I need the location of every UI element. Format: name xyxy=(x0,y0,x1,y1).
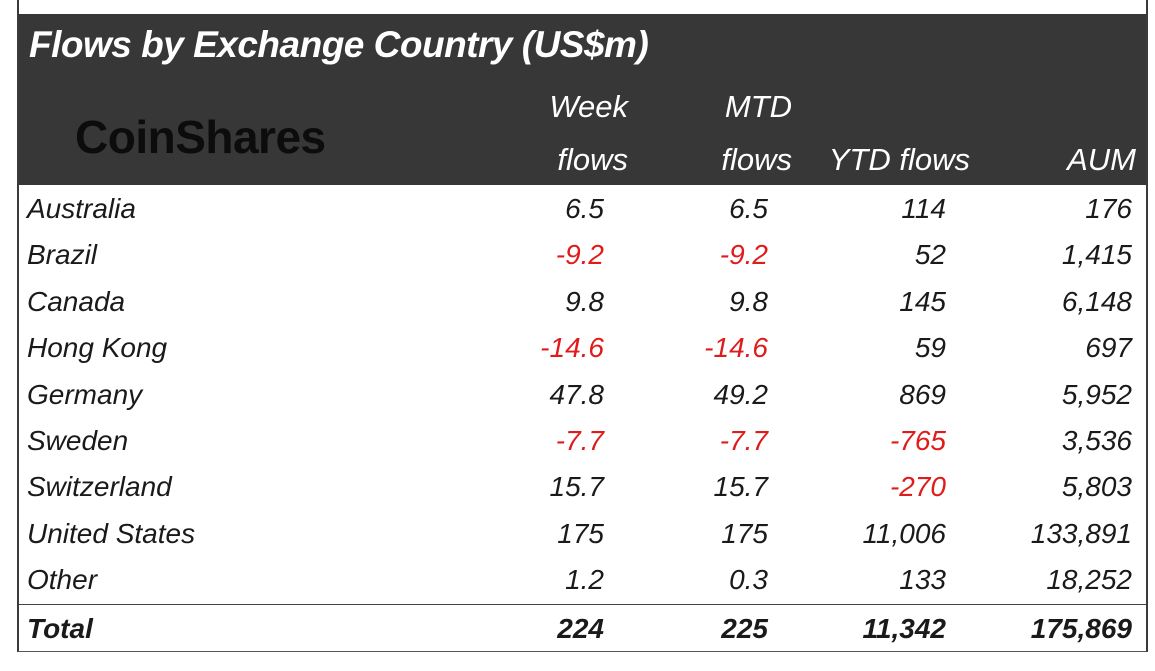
table-row: Other 1.2 0.3 133 18,252 xyxy=(19,556,1146,602)
week-flows-value: -9.2 xyxy=(555,239,604,271)
coinshares-logo: CoinShares xyxy=(75,111,326,163)
mtd-flows-value: -9.2 xyxy=(719,239,768,271)
col-header-mtd-line2: flows xyxy=(721,142,792,177)
total-aum: 175,869 xyxy=(1030,613,1132,644)
week-flows-value: 15.7 xyxy=(549,471,605,503)
aum-value: 18,252 xyxy=(1046,564,1132,596)
country-name: Sweden xyxy=(27,424,129,456)
week-flows-value: 47.8 xyxy=(549,378,605,410)
table-title: Flows by Exchange Country (US$m) xyxy=(29,24,649,65)
total-row: Total 224 225 11,342 175,869 xyxy=(19,604,1146,653)
ytd-flows-value: -270 xyxy=(889,471,946,503)
total-mtd: 225 xyxy=(721,613,768,644)
table-row: Sweden -7.7 -7.7 -765 3,536 xyxy=(19,417,1146,463)
total-ytd: 11,342 xyxy=(862,613,946,644)
aum-value: 5,803 xyxy=(1061,471,1132,503)
mtd-flows-value: 49.2 xyxy=(713,378,769,410)
mtd-flows-value: -14.6 xyxy=(704,332,768,364)
mtd-flows-value: 175 xyxy=(721,517,768,549)
ytd-flows-value: 59 xyxy=(914,332,946,364)
aum-value: 5,952 xyxy=(1061,378,1132,410)
mtd-flows-value: -7.7 xyxy=(719,424,768,456)
country-name: Brazil xyxy=(27,239,98,271)
col-header-week-line2: flows xyxy=(557,142,628,177)
country-name: Switzerland xyxy=(27,471,172,503)
aum-value: 3,536 xyxy=(1061,424,1132,456)
table-header: Flows by Exchange Country (US$m) CoinSha… xyxy=(19,14,1146,185)
week-flows-value: 6.5 xyxy=(565,193,604,224)
mtd-flows-value: 9.8 xyxy=(729,285,768,317)
table-row: Switzerland 15.7 15.7 -270 5,803 xyxy=(19,463,1146,509)
ytd-flows-value: 114 xyxy=(901,193,946,224)
table-row: Canada 9.8 9.8 145 6,148 xyxy=(19,278,1146,324)
week-flows-value: -14.6 xyxy=(540,332,604,364)
table-row: United States 175 175 11,006 133,891 xyxy=(19,510,1146,556)
country-name: Other xyxy=(27,564,98,596)
mtd-flows-value: 15.7 xyxy=(713,471,769,503)
total-week: 224 xyxy=(557,613,604,644)
col-header-aum: AUM xyxy=(1067,142,1136,177)
ytd-flows-value: -765 xyxy=(889,424,946,456)
country-name: Germany xyxy=(27,378,143,410)
week-flows-value: -7.7 xyxy=(555,424,604,456)
table-body: Australia 6.5 6.5 114 176 Brazil -9.2 -9.2 52 1,4… xyxy=(19,185,1146,603)
col-header-week-line1: Week xyxy=(549,89,628,124)
week-flows-value: 1.2 xyxy=(565,564,604,596)
country-name: Australia xyxy=(27,193,136,224)
ytd-flows-value: 869 xyxy=(899,378,946,410)
country-name: Hong Kong xyxy=(27,332,168,364)
week-flows-value: 175 xyxy=(557,517,604,549)
table-row: Australia 6.5 6.5 114 176 xyxy=(19,185,1146,231)
aum-value: 697 xyxy=(1085,332,1132,364)
mtd-flows-value: 0.3 xyxy=(729,564,768,596)
table-row: Brazil -9.2 -9.2 52 1,415 xyxy=(19,231,1146,277)
flows-table: Flows by Exchange Country (US$m) CoinSha… xyxy=(17,0,1148,652)
table-row: Germany 47.8 49.2 869 5,952 xyxy=(19,371,1146,417)
table-row: Hong Kong -14.6 -14.6 59 697 xyxy=(19,324,1146,370)
aum-value: 6,148 xyxy=(1061,285,1132,317)
country-name: United States xyxy=(27,517,196,549)
aum-value: 133,891 xyxy=(1030,517,1132,549)
ytd-flows-value: 52 xyxy=(914,239,946,271)
aum-value: 176 xyxy=(1085,193,1132,224)
col-header-mtd-line1: MTD xyxy=(724,89,792,124)
ytd-flows-value: 145 xyxy=(899,285,946,317)
country-name: Canada xyxy=(27,285,126,317)
aum-value: 1,415 xyxy=(1061,239,1132,271)
ytd-flows-value: 133 xyxy=(899,564,946,596)
total-label: Total xyxy=(27,613,93,644)
ytd-flows-value: 11,006 xyxy=(862,517,946,549)
col-header-ytd: YTD flows xyxy=(828,142,970,177)
mtd-flows-value: 6.5 xyxy=(729,193,768,224)
week-flows-value: 9.8 xyxy=(565,285,604,317)
